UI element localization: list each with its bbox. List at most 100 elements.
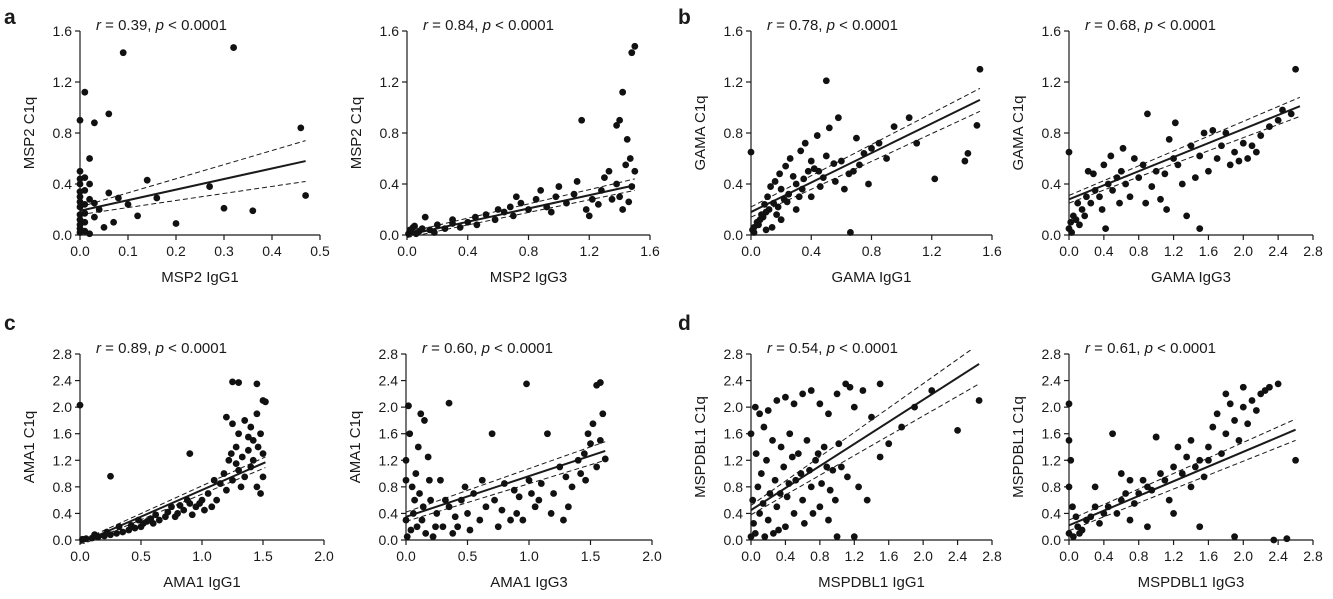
x-tick-label: 0.0 bbox=[396, 548, 416, 564]
data-point bbox=[890, 123, 898, 131]
ci-lower-line bbox=[407, 189, 635, 239]
data-point bbox=[853, 134, 860, 142]
data-point bbox=[411, 496, 419, 504]
x-tick-label: 1.6 bbox=[640, 243, 660, 259]
data-point bbox=[1098, 206, 1106, 213]
data-point bbox=[1144, 110, 1151, 118]
data-point bbox=[227, 450, 235, 458]
x-axis-label: GAMA IgG1 bbox=[831, 269, 911, 286]
data-point bbox=[783, 198, 791, 206]
data-point bbox=[164, 508, 172, 516]
annotation-part: < 0.0001 bbox=[1153, 340, 1216, 357]
data-point bbox=[76, 211, 84, 219]
data-point bbox=[512, 193, 520, 201]
x-tick-label: 2.0 bbox=[1234, 243, 1254, 259]
x-tick-label: 1.0 bbox=[519, 548, 539, 564]
data-point bbox=[1144, 523, 1151, 531]
data-point bbox=[751, 403, 759, 411]
data-point bbox=[422, 529, 430, 537]
data-point bbox=[786, 430, 794, 438]
data-point bbox=[599, 410, 607, 418]
data-point bbox=[792, 180, 800, 188]
data-point bbox=[829, 466, 837, 474]
data-point bbox=[407, 526, 415, 534]
data-point bbox=[797, 147, 805, 155]
data-point bbox=[259, 473, 267, 481]
data-point bbox=[523, 380, 530, 388]
data-point bbox=[823, 463, 831, 471]
x-axis-label: MSP2 IgG3 bbox=[490, 269, 568, 286]
data-point bbox=[1096, 519, 1103, 527]
data-point bbox=[1187, 436, 1195, 444]
data-point bbox=[1148, 486, 1156, 494]
annotation-part: = 0.39, bbox=[101, 17, 156, 34]
annotation-part: = 0.61, bbox=[1090, 340, 1145, 357]
data-point bbox=[759, 500, 767, 507]
data-point bbox=[1065, 436, 1073, 444]
x-tick-label: 1.2 bbox=[1164, 243, 1184, 259]
y-tick-label: 1.6 bbox=[1042, 426, 1062, 442]
data-point bbox=[622, 161, 630, 169]
annotation-part: = 0.68, bbox=[1090, 17, 1145, 34]
correlation-annotation: r = 0.68, p < 0.0001 bbox=[1085, 17, 1216, 34]
data-point bbox=[1135, 174, 1143, 182]
regression-line bbox=[80, 461, 266, 544]
data-point bbox=[783, 493, 791, 501]
x-tick-label: 2.0 bbox=[1234, 548, 1254, 564]
data-point bbox=[1113, 174, 1121, 182]
y-tick-label: 2.0 bbox=[53, 399, 73, 415]
data-point bbox=[809, 510, 817, 517]
data-point bbox=[555, 183, 563, 190]
y-axis-label: GAMA C1q bbox=[1010, 95, 1027, 170]
annotation-part: < 0.0001 bbox=[164, 340, 227, 357]
data-point bbox=[954, 426, 961, 434]
data-point bbox=[405, 402, 412, 410]
data-point bbox=[229, 378, 236, 386]
annotation-part: r bbox=[96, 17, 102, 34]
data-point bbox=[409, 223, 417, 231]
x-tick-label: 0.4 bbox=[458, 243, 478, 259]
data-point bbox=[230, 44, 238, 51]
data-point bbox=[826, 486, 834, 494]
data-point bbox=[249, 436, 257, 444]
data-point bbox=[473, 221, 481, 229]
ci-upper-line bbox=[751, 87, 981, 208]
data-point bbox=[613, 180, 620, 188]
regression-line bbox=[80, 160, 306, 212]
data-point bbox=[249, 456, 257, 464]
data-point bbox=[509, 212, 517, 220]
x-tick-label: 2.8 bbox=[1303, 548, 1323, 564]
data-point bbox=[216, 480, 224, 487]
data-point bbox=[1087, 513, 1095, 521]
correlation-annotation: r = 0.61, p < 0.0001 bbox=[1085, 340, 1216, 357]
data-points bbox=[402, 379, 609, 541]
data-point bbox=[973, 121, 981, 129]
data-point bbox=[257, 490, 264, 497]
data-point bbox=[418, 516, 426, 524]
y-tick-label: 2.8 bbox=[53, 346, 73, 362]
data-point bbox=[865, 180, 872, 188]
data-point bbox=[519, 516, 527, 524]
data-point bbox=[795, 193, 803, 201]
scatter-panel-6: 0.0 0.5 1.0 1.5 2.0 0.0 0.4 0.8 1.2 1.6 2.0 2.4 2.8 A… bbox=[347, 340, 662, 591]
data-point bbox=[1200, 129, 1208, 137]
data-point bbox=[196, 500, 203, 507]
data-point bbox=[1171, 119, 1179, 127]
data-point bbox=[547, 208, 555, 216]
data-point bbox=[1196, 152, 1204, 160]
data-point bbox=[91, 531, 99, 539]
data-point bbox=[81, 218, 89, 226]
data-point bbox=[1069, 533, 1077, 541]
data-point bbox=[1087, 199, 1095, 207]
data-point bbox=[1252, 148, 1260, 156]
data-point bbox=[616, 193, 624, 201]
data-point bbox=[844, 473, 851, 481]
data-point bbox=[1209, 127, 1217, 134]
data-point bbox=[464, 218, 472, 226]
data-point bbox=[975, 397, 983, 404]
data-point bbox=[409, 510, 417, 517]
data-point bbox=[168, 503, 175, 511]
scatter-panel-3: 0.0 0.4 0.8 1.2 1.6 0.0 0.4 0.8 1.2 1.6 GAMA IgG1 G… bbox=[692, 17, 1002, 286]
data-point bbox=[86, 195, 93, 203]
data-point bbox=[1119, 144, 1127, 152]
